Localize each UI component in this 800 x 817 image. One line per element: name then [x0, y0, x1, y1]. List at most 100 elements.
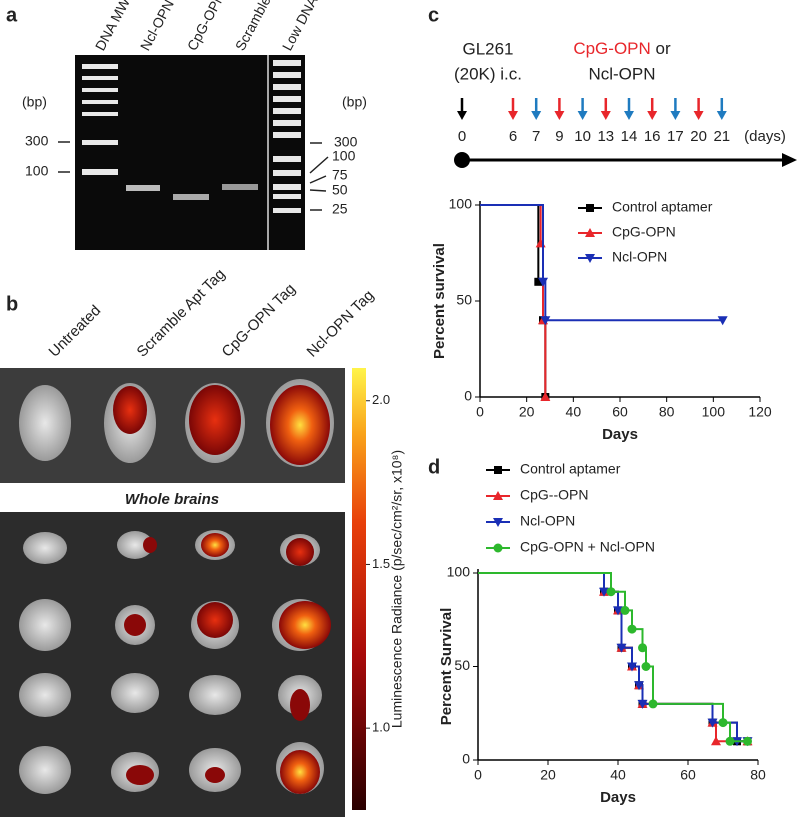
day-label: 7 — [532, 128, 540, 145]
colorbar — [352, 368, 366, 810]
marker — [627, 662, 637, 672]
y-tick-label: 0 — [464, 388, 472, 404]
marker — [493, 518, 503, 527]
colorbar-tick-label: 1.0 — [372, 720, 390, 735]
x-axis-label: Days — [600, 789, 636, 806]
day-label: 10 — [574, 128, 591, 145]
section-label: Whole brains — [125, 491, 219, 508]
arrow-head — [647, 111, 658, 120]
treatment-a: CpG-OPN — [573, 39, 650, 58]
column-label: Scramble Apt Tag — [134, 266, 229, 361]
marker — [606, 587, 616, 597]
marker — [637, 699, 648, 709]
y-axis-label: Percent Survival — [438, 608, 455, 726]
x-tick-label: 0 — [476, 404, 484, 420]
legend-label: Ncl-OPN — [612, 249, 667, 265]
timeline-arrow — [782, 153, 797, 167]
gel-image — [58, 55, 329, 250]
marker — [613, 606, 623, 616]
arrow-head — [508, 111, 518, 120]
arrow-head — [693, 111, 704, 120]
y-tick-label: 50 — [454, 657, 470, 673]
marker — [493, 491, 503, 500]
x-axis-label: Days — [602, 426, 638, 443]
marker — [648, 699, 658, 709]
treatment-line: CpG-OPN or — [573, 39, 671, 58]
x-tick-label: 120 — [748, 404, 772, 420]
gel-marker: 100 — [25, 163, 49, 179]
gel-marker: 25 — [332, 201, 348, 217]
survival-line — [478, 572, 748, 743]
arrow-head — [600, 111, 611, 120]
marker — [707, 718, 718, 728]
lane-label: Low DNA MW — [279, 0, 334, 53]
x-tick-label: 80 — [659, 404, 675, 420]
lane-label: DNA MW — [92, 0, 134, 53]
legend-label: CpG-OPN + Ncl-OPN — [520, 539, 655, 555]
marker — [534, 277, 543, 286]
marker — [540, 392, 551, 401]
arrow-head — [577, 111, 588, 120]
y-tick-label: 0 — [462, 751, 470, 767]
schedule-start: GL261 — [462, 39, 513, 58]
marker — [599, 587, 609, 597]
legend-label: CpG--OPN — [520, 487, 588, 503]
marker — [641, 662, 651, 671]
panel-label: c — [428, 4, 439, 26]
marker — [725, 736, 735, 746]
panel-label: a — [6, 4, 18, 26]
marker — [627, 624, 637, 634]
marker — [586, 204, 594, 212]
colorbar-tick-label: 1.5 — [372, 556, 390, 571]
y-axis-label: Percent survival — [431, 243, 448, 359]
gel-marker: 50 — [332, 182, 348, 198]
y-tick-label: 50 — [456, 292, 472, 308]
marker — [494, 466, 502, 474]
marker — [585, 254, 595, 263]
survival-line — [478, 572, 748, 743]
lane-label: Ncl-OPN Tag — [137, 0, 189, 53]
column-label: Untreated — [46, 302, 105, 361]
column-label: CpG-OPN Tag — [219, 280, 299, 360]
colorbar-tick-label: 2.0 — [372, 392, 390, 407]
day-label: 6 — [509, 128, 517, 145]
marker — [743, 736, 752, 746]
x-tick-label: 60 — [680, 767, 696, 783]
panel-label: b — [6, 293, 18, 315]
marker — [711, 736, 721, 746]
gel-unit: (bp) — [22, 94, 47, 110]
arrow-head — [554, 111, 565, 120]
marker — [718, 718, 728, 728]
y-tick-label: 100 — [449, 196, 473, 212]
schedule-start: (20K) i.c. — [454, 64, 522, 83]
column-label: Ncl-OPN Tag — [304, 287, 378, 361]
day-label: 20 — [690, 128, 707, 145]
day-label: 0 — [458, 128, 466, 145]
legend-label: CpG-OPN — [612, 224, 676, 240]
marker — [535, 238, 546, 248]
marker — [717, 316, 728, 326]
survival-line — [478, 572, 748, 743]
gel-marker: 75 — [332, 167, 348, 183]
day-label: 13 — [597, 128, 614, 145]
day-label: 16 — [644, 128, 661, 145]
x-tick-label: 20 — [540, 767, 556, 783]
x-tick-label: 20 — [519, 404, 535, 420]
marker — [540, 316, 551, 326]
gel-marker: 100 — [332, 148, 356, 164]
arrow-head — [457, 111, 467, 120]
day-label: 9 — [555, 128, 563, 145]
marker — [634, 681, 644, 691]
arrow-head — [531, 111, 542, 120]
marker — [638, 643, 647, 653]
marker — [620, 605, 630, 615]
x-tick-label: 60 — [612, 404, 628, 420]
x-tick-label: 40 — [610, 767, 626, 783]
gel-marker: 300 — [25, 133, 49, 149]
survival-line — [480, 204, 547, 397]
legend-label: Control aptamer — [612, 199, 713, 215]
panel-label: d — [428, 456, 440, 478]
legend-label: Control aptamer — [520, 461, 621, 477]
x-tick-label: 80 — [750, 767, 766, 783]
